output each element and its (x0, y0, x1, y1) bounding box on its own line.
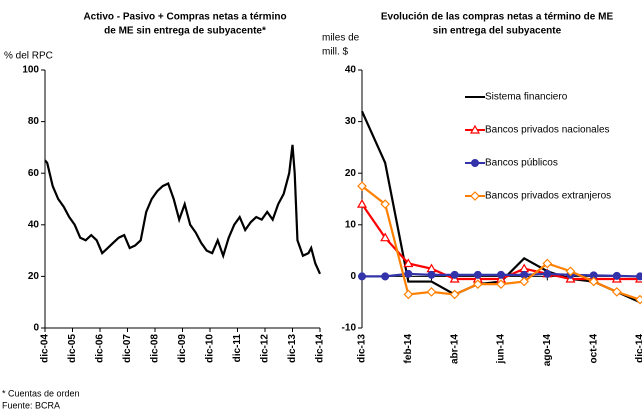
chart-title: sin entrega del subyacente (433, 26, 562, 37)
y-tick-label: 100 (22, 65, 39, 76)
x-tick-label: dic-13 (287, 334, 298, 363)
x-tick-label: dic-04 (40, 334, 51, 363)
marker (469, 124, 481, 134)
marker (496, 279, 506, 289)
x-tick-label: dic-09 (177, 334, 188, 363)
y-tick-label: 0 (350, 271, 356, 282)
marker (357, 181, 367, 191)
y-tick-label: 30 (345, 116, 357, 127)
y-axis-label: miles de (322, 33, 360, 44)
marker (542, 258, 553, 269)
marker (497, 270, 505, 279)
marker (470, 191, 480, 201)
y-tick-label: 20 (28, 271, 40, 282)
x-tick-label: dic-13 (357, 334, 368, 363)
marker (473, 270, 482, 279)
series-line (44, 144, 322, 275)
marker (380, 232, 391, 242)
marker (472, 279, 483, 289)
marker (426, 287, 437, 297)
footnote: * Cuentas de orden (2, 388, 80, 398)
x-tick-label: ago-14 (542, 334, 553, 367)
marker (380, 199, 391, 210)
marker (403, 258, 414, 268)
legend-label: Sistema financiero (485, 92, 568, 103)
legend-label: Bancos públicos (485, 158, 558, 169)
marker (427, 270, 436, 279)
x-tick-label: dic-05 (67, 334, 78, 363)
x-tick-label: feb-14 (403, 334, 414, 364)
y-tick-label: 40 (345, 65, 357, 76)
x-tick-label: dic-14 (315, 334, 326, 363)
x-tick-label: dic-14 (635, 334, 642, 363)
x-tick-label: dic-10 (205, 334, 216, 363)
chart-title: Evolución de las compras netas a término… (381, 12, 614, 23)
marker (403, 289, 414, 300)
marker (471, 159, 479, 167)
marker (356, 198, 368, 208)
marker (611, 287, 622, 297)
x-tick-label: dic-12 (260, 334, 271, 363)
marker (588, 276, 599, 287)
x-tick-label: dic-07 (122, 334, 133, 363)
y-tick-label: 60 (28, 168, 40, 179)
chart-title: de ME sin entrega de subyacente* (104, 26, 266, 37)
footnote: Fuente: BCRA (2, 400, 60, 410)
x-tick-label: oct-14 (588, 334, 599, 364)
marker (381, 272, 390, 281)
x-tick-label: abr-14 (449, 334, 460, 364)
series-line (361, 203, 640, 281)
marker (636, 272, 642, 281)
y-tick-label: 0 (33, 323, 39, 334)
y-axis-label: % del RPC (4, 51, 53, 62)
x-tick-label: dic-11 (232, 334, 243, 363)
x-tick-label: dic-08 (150, 334, 161, 363)
marker (449, 289, 460, 300)
y-tick-label: 40 (28, 219, 40, 230)
marker (450, 270, 459, 279)
marker (404, 269, 413, 278)
y-axis-label: mill. $ (322, 47, 349, 58)
legend-label: Bancos privados nacionales (485, 125, 610, 136)
marker (565, 266, 576, 277)
y-tick-label: -10 (342, 323, 357, 334)
x-tick-label: dic-06 (95, 334, 106, 363)
x-tick-label: jun-14 (496, 334, 507, 365)
y-tick-label: 80 (28, 116, 40, 127)
chart-title: Activo - Pasivo + Compras netas a términ… (83, 12, 286, 23)
y-tick-label: 20 (345, 168, 357, 179)
marker (543, 269, 552, 278)
marker (519, 276, 530, 287)
marker (612, 271, 621, 280)
marker (358, 272, 366, 281)
legend-label: Bancos privados extranjeros (485, 191, 611, 202)
marker (635, 294, 642, 305)
y-tick-label: 10 (345, 219, 357, 230)
